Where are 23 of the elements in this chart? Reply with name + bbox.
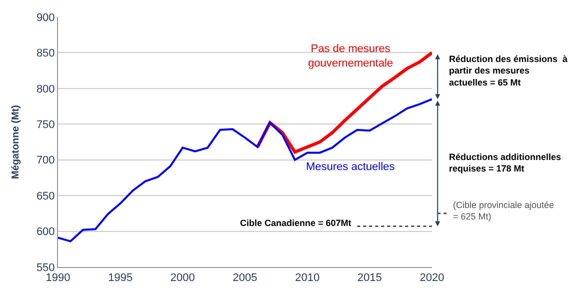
x-tick-label: 1995 [108,272,133,284]
series-label: Mesures actuelles [306,161,396,173]
ref-line-label: Cible Canadienne = 607Mt [240,218,352,228]
y-tick-label: 650 [36,190,55,202]
x-tick-label: 2020 [420,272,444,284]
x-tick-label: 1990 [46,272,70,284]
y-tick-label: 900 [36,12,55,24]
y-tick-label: 750 [36,118,55,131]
x-tick-label: 2005 [232,272,258,284]
y-tick-label: 600 [36,226,55,238]
text: Réduction des émissions à partir des mesures actuelles = 65 Mt [449,54,569,88]
ref-line-label: (Cible provinciale ajoutée = 625 Mt) [453,200,554,222]
y-tick-label: 700 [36,154,55,167]
series-label: Pas de mesures gouvernementale [308,43,394,70]
text: Réductions additionnelles requises = 178 Mt [449,152,562,174]
x-tick-label: 2010 [295,272,320,284]
y-tick-label: 550 [36,262,55,274]
line-series [58,98,432,242]
y-tick-label: 800 [36,83,55,96]
y-tick-label: 850 [36,48,55,60]
x-tick-label: 2000 [170,272,195,284]
x-tick-label: 2015 [357,272,382,284]
y-axis-title: Mégatonne (Mt) [10,105,22,179]
